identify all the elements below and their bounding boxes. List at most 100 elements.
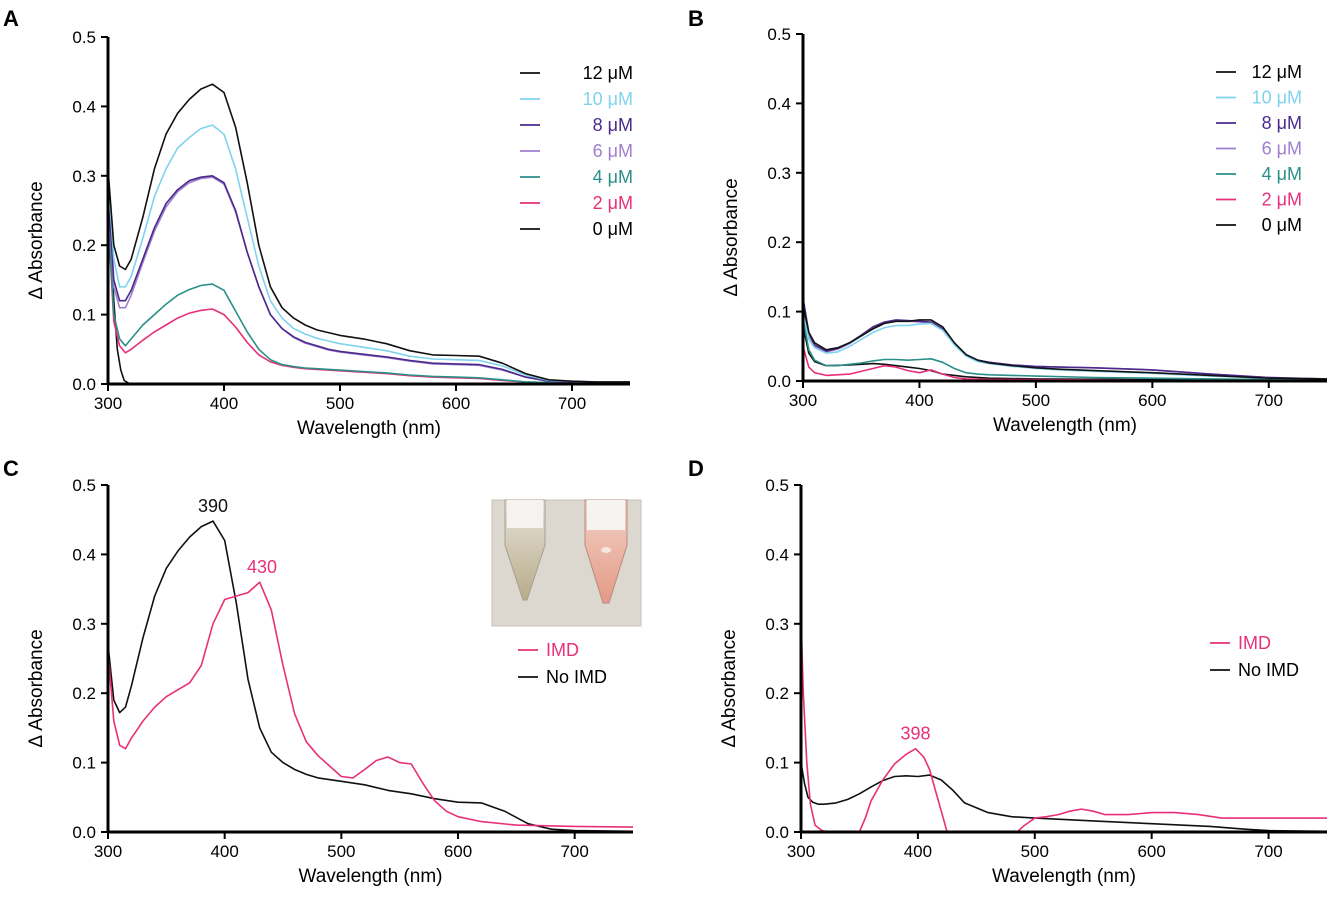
panel-b-legend-label: 8 μM [1262,113,1302,133]
panel-a-legend-label: 6 μM [593,141,633,161]
panel-c-series-line-1 [107,520,634,833]
panel-b-series-line-4 [802,318,1327,381]
panel-d-y-axis-label: Δ Absorbance [719,629,740,747]
panel-a-series-line-6 [107,175,630,385]
panel-d-x-tick-label: 400 [904,842,932,861]
panel-a-legend-label: 2 μM [593,193,633,213]
panel-c-y-tick-label: 0.0 [72,823,96,842]
panel-b-y-axis-label: Δ Absorbance [721,178,742,296]
panel-b-legend-label: 6 μM [1262,139,1302,159]
panel-d-x-axis-label: Wavelength (nm) [992,866,1136,887]
panel-a-series-line-3 [107,176,630,384]
panel-c-x-tick-label: 400 [210,842,238,861]
panel-b-chart: 0.0 0.1 0.2 0.3 0.4 0.5 300 400 500 600 700 Wavelen… [721,25,1328,436]
panel-d-legend: IMD No IMD [1210,633,1299,680]
panel-a-series-line-1 [107,124,630,383]
panel-b-legend-label: 12 μM [1252,62,1302,82]
panel-b-x-tick-label: 600 [1138,391,1166,410]
panel-letter-b: B [688,6,704,31]
panel-d-y-tick-label: 0.4 [765,545,789,564]
panel-a-x-tick-label: 500 [326,394,354,413]
panel-b-legend-label: 2 μM [1262,190,1302,210]
panel-a-legend-label: 8 μM [593,115,633,135]
panel-c-y-tick-label: 0.4 [72,545,96,564]
panel-d-x-tick-label: 600 [1137,842,1165,861]
panel-a-legend-label: 12 μM [583,63,633,83]
panel-a-series-line-5 [107,217,630,385]
panel-d-peak-annotation: 398 [901,724,931,744]
panel-d-y-tick-label: 0.2 [765,684,789,703]
panel-a-legend-label: 4 μM [593,167,633,187]
panel-b-y-tick-label: 0.2 [767,233,791,252]
panel-a-chart: 0.0 0.1 0.2 0.3 0.4 0.5 300 400 500 600 700 Wavelen… [26,28,633,439]
panel-b-x-tick-label: 400 [905,391,933,410]
panel-b-legend-label: 4 μM [1262,164,1302,184]
panel-b-x-axis-label: Wavelength (nm) [993,415,1137,436]
panel-b-series-line-6 [802,325,1328,382]
panel-c-y-tick-label: 0.5 [72,476,96,495]
panel-b-series-line-5 [802,346,1327,382]
panel-c-x-tick-label: 500 [327,842,355,861]
inset-photo-tubes [491,499,642,627]
panel-b-y-tick-label: 0.0 [767,372,791,391]
panel-a-series-line-0 [107,83,630,383]
panel-a-y-tick-label: 0.0 [72,375,96,394]
panel-c-peak-annotation: 390 [198,496,228,516]
panel-a-y-axis-label: Δ Absorbance [26,181,47,299]
panel-c-y-tick-label: 0.3 [72,615,96,634]
panel-d-y-tick-label: 0.0 [765,823,789,842]
panel-b-y-tick-label: 0.4 [767,94,791,113]
panel-d-x-tick-label: 700 [1254,842,1282,861]
panel-a-legend-label: 0 μM [593,219,633,239]
panel-a-x-tick-label: 400 [210,394,238,413]
panel-b-series-line-0 [802,304,1328,380]
panel-a-series-line-2 [107,175,630,384]
panel-b-x-tick-label: 700 [1255,391,1283,410]
panel-b-x-tick-label: 300 [789,391,817,410]
panel-a-y-tick-label: 0.1 [72,306,96,325]
panel-b-x-tick-label: 500 [1022,391,1050,410]
panel-c-x-tick-label: 700 [560,842,588,861]
panel-c-x-tick-label: 300 [94,842,122,861]
panel-c-x-axis-label: Wavelength (nm) [299,866,443,887]
panel-a-legend-label: 10 μM [583,89,633,109]
panel-b-y-tick-label: 0.3 [767,164,791,183]
panel-letter-c: C [3,456,19,481]
panel-d-chart: 0.0 0.1 0.2 0.3 0.4 0.5 300 400 500 600 700 Wavelen… [719,476,1328,887]
panel-letter-d: D [688,456,704,481]
panel-d-y-tick-label: 0.3 [765,615,789,634]
panel-d-legend-label: IMD [1238,633,1271,653]
panel-c-legend-label: No IMD [546,667,607,687]
panel-a-y-tick-label: 0.4 [72,97,96,116]
panel-c-chart: 0.0 0.1 0.2 0.3 0.4 0.5 300 400 500 600 700 Wavelen… [26,476,634,887]
panel-c-y-axis-label: Δ Absorbance [26,629,47,747]
panel-a-x-tick-label: 700 [558,394,586,413]
panel-letter-a: A [3,6,19,31]
panel-a-series-line-4 [107,210,630,385]
panel-d-series-line-1 [800,762,1328,833]
panel-d-legend-label: No IMD [1238,660,1299,680]
panel-b-legend-label: 10 μM [1252,88,1302,108]
panel-d-x-tick-label: 300 [787,842,815,861]
panel-a-y-tick-label: 0.3 [72,167,96,186]
panel-a-x-tick-label: 600 [442,394,470,413]
panel-c-legend-label: IMD [546,640,579,660]
panel-a-legend: 12 μM 10 μM 8 μM 6 μM 4 μM 2 μM 0 μM [520,63,633,239]
panel-c-series-line-0 [107,581,634,828]
panel-c-peak-annotation: 430 [247,557,277,577]
panel-b-legend: 12 μM 10 μM 8 μM 6 μM 4 μM 2 μM 0 μM [1216,62,1302,235]
panel-a-y-tick-label: 0.5 [72,28,96,47]
panel-d-y-tick-label: 0.1 [765,754,789,773]
panel-a-y-tick-label: 0.2 [72,236,96,255]
panel-b-legend-label: 0 μM [1262,215,1302,235]
panel-b-y-tick-label: 0.1 [767,303,791,322]
panel-d-y-tick-label: 0.5 [765,476,789,495]
panel-b-y-tick-label: 0.5 [767,25,791,44]
panel-c-x-tick-label: 600 [444,842,472,861]
panel-c-legend: IMD No IMD [518,640,607,687]
panel-a-x-axis-label: Wavelength (nm) [297,418,441,439]
panel-a-x-tick-label: 300 [94,394,122,413]
panel-c-y-tick-label: 0.1 [72,754,96,773]
